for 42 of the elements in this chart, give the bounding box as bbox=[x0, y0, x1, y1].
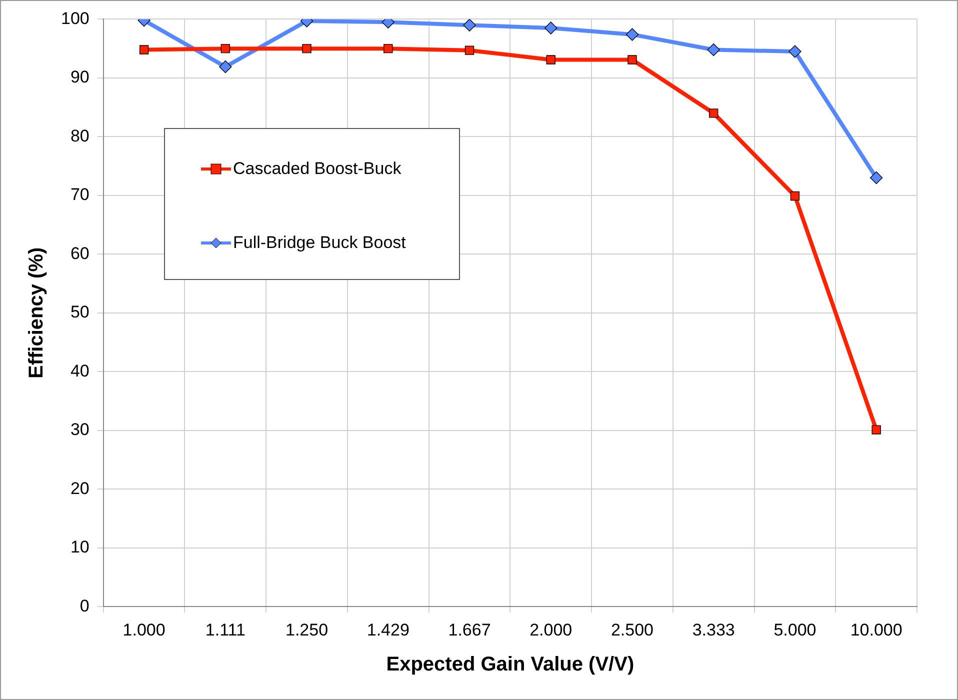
point bbox=[464, 46, 474, 55]
point bbox=[790, 191, 800, 201]
point bbox=[872, 425, 881, 434]
point bbox=[628, 55, 637, 64]
x-tick-label: 2.500 bbox=[610, 620, 654, 640]
y-tick-label: 100 bbox=[60, 8, 90, 28]
point bbox=[463, 19, 476, 32]
y-tick-label: 80 bbox=[70, 126, 90, 146]
point bbox=[870, 171, 883, 184]
y-axis-title: Efficiency (%) bbox=[26, 247, 48, 378]
y-tick-label: 30 bbox=[70, 420, 90, 440]
point bbox=[139, 45, 149, 54]
point bbox=[546, 55, 556, 64]
point bbox=[219, 60, 232, 74]
x-tick-label: 1.111 bbox=[205, 620, 246, 640]
point bbox=[544, 22, 558, 34]
y-tick-label: 60 bbox=[70, 244, 90, 263]
point bbox=[707, 43, 720, 56]
legend-label: Cascaded Boost-Buck bbox=[233, 159, 402, 179]
y-tick-label: 40 bbox=[70, 361, 90, 380]
point bbox=[709, 108, 718, 118]
x-tick-label: 1.250 bbox=[286, 620, 328, 640]
x-tick-label: 3.333 bbox=[692, 620, 735, 640]
point bbox=[788, 45, 802, 58]
x-tick-label: 1.429 bbox=[366, 620, 410, 640]
point bbox=[220, 44, 230, 54]
x-tick-label: 10.000 bbox=[850, 620, 902, 640]
x-tick-label: 2.000 bbox=[530, 620, 572, 640]
point bbox=[302, 44, 312, 54]
y-tick-label: 20 bbox=[70, 478, 90, 498]
legend-label: Full-Bridge Buck Boost bbox=[233, 233, 406, 253]
x-tick-label: 5.000 bbox=[774, 620, 816, 640]
point bbox=[384, 44, 393, 54]
y-tick-label: 50 bbox=[70, 302, 90, 322]
point bbox=[626, 28, 639, 41]
y-tick-label: 90 bbox=[70, 68, 90, 87]
y-tick-label: 10 bbox=[70, 538, 90, 557]
y-tick-label: 70 bbox=[70, 185, 90, 204]
y-tick-label: 0 bbox=[80, 596, 90, 616]
x-tick-label: 1.667 bbox=[448, 620, 491, 640]
x-axis-title: Expected Gain Value (V/V) bbox=[386, 654, 634, 676]
x-tick-label: 1.000 bbox=[122, 620, 166, 640]
